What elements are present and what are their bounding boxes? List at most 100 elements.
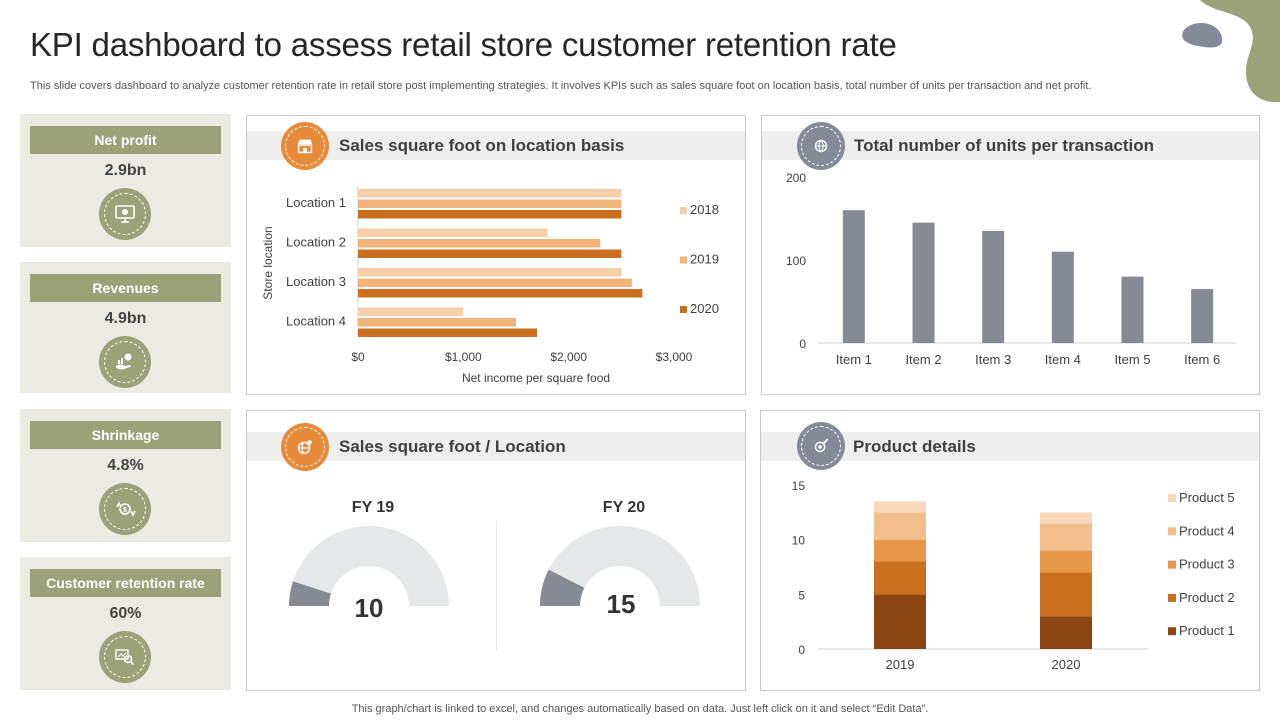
stack-segment-product-3	[1040, 550, 1092, 573]
page-subtitle: This slide covers dashboard to analyze c…	[30, 80, 1092, 92]
globe-location-icon	[281, 423, 329, 471]
y-axis-label: Store location	[261, 226, 275, 299]
kpi-value: 60%	[109, 605, 142, 622]
bar-2020	[358, 289, 643, 298]
stack-segment-product-4	[1040, 523, 1092, 551]
bar-2018	[358, 189, 622, 198]
monitor-money-icon	[99, 188, 151, 240]
x-tick-label: Item 6	[1184, 352, 1220, 367]
x-tick-label: $2,000	[550, 350, 587, 364]
x-tick-label: 2020	[1052, 657, 1081, 672]
gauge-title-fy20: FY 20	[602, 499, 646, 516]
legend-swatch-2018	[680, 207, 687, 214]
location-bar-chart: Location 1 Location 2 Location 3 Location 4…	[261, 186, 719, 385]
legend-label: Product 1	[1179, 623, 1235, 638]
x-axis-label: Net income per square food	[462, 371, 610, 385]
bar-2018	[358, 307, 464, 316]
legend-label: Product 2	[1179, 590, 1235, 605]
kpi-value: 4.9bn	[104, 310, 147, 327]
kpi-label: Net profit	[30, 126, 221, 154]
stack-segment-product-2	[1040, 572, 1092, 617]
y-tick-label: 0	[799, 337, 806, 351]
legend-label: Product 5	[1179, 490, 1235, 505]
gauge-charts	[289, 526, 700, 606]
x-tick-label: $1,000	[445, 350, 482, 364]
units-bar	[1191, 289, 1214, 343]
stack-segment-product-5	[1040, 512, 1092, 524]
y-tick-label: 0	[798, 643, 805, 657]
units-bar	[842, 210, 865, 343]
y-tick-label: 5	[798, 588, 805, 602]
legend-swatch-2019	[680, 256, 687, 264]
stack-segment-product-2	[874, 561, 926, 595]
bar-2019	[358, 278, 632, 287]
kpi-value: 4.8%	[107, 457, 144, 474]
y-tick-label: Location 3	[286, 274, 346, 289]
x-tick-label: Item 2	[905, 352, 941, 367]
bar-2019	[358, 239, 601, 248]
chart-title: Product details	[853, 437, 976, 456]
kpi-label: Revenues	[30, 274, 221, 302]
x-tick-label: $3,000	[656, 350, 693, 364]
y-tick-label: 100	[786, 254, 806, 268]
hand-coins-icon	[99, 336, 151, 388]
stack-segment-product-5	[874, 501, 926, 513]
legend-swatch	[1168, 627, 1176, 636]
units-bar-chart: 0 100 200 Item 1 Item 2 Item 3 Item 4 Item 5 Ite…	[786, 171, 1236, 367]
gauge-track	[289, 526, 449, 606]
legend-swatch	[1168, 593, 1176, 602]
x-tick-label: 2019	[886, 657, 915, 672]
panel-product-details: Product details 0 5 10 15 2019 2020 Product 5 P…	[760, 410, 1260, 691]
chart-title: Sales square foot / Location	[339, 437, 566, 456]
stack-segment-product-3	[874, 539, 926, 562]
chart-title: Sales square foot on location basis	[339, 136, 625, 155]
kpi-card-shrinkage: Shrinkage 4.8% $	[20, 409, 231, 542]
stack-segment-product-1	[874, 594, 926, 649]
y-tick-label: 200	[786, 171, 806, 185]
kpi-value: 2.9bn	[104, 162, 147, 179]
x-tick-label: Item 4	[1045, 352, 1081, 367]
y-tick-label: 10	[792, 534, 806, 548]
chart-title: Total number of units per transaction	[854, 136, 1155, 155]
legend-label: Product 4	[1179, 523, 1235, 538]
product-stacked-chart: 0 5 10 15 2019 2020 Product 5 Product 4 Product …	[792, 479, 1235, 672]
x-tick-label: $0	[351, 350, 365, 364]
x-tick-label: Item 5	[1114, 352, 1150, 367]
gauge-value-fy20: 15	[606, 589, 636, 619]
legend-swatch	[1168, 527, 1176, 536]
units-bar	[982, 230, 1005, 343]
y-tick-label: Location 2	[286, 235, 346, 250]
y-tick-label: Location 1	[286, 195, 346, 210]
units-bar	[1121, 276, 1144, 343]
bar-2020	[358, 210, 622, 219]
page-title: KPI dashboard to assess retail store cus…	[30, 26, 897, 63]
legend-swatch	[1168, 560, 1176, 569]
x-tick-label: Item 3	[975, 352, 1011, 367]
bar-2019	[358, 199, 622, 208]
bar-2018	[358, 268, 622, 277]
legend-label: 2020	[690, 301, 719, 316]
x-tick-label: Item 1	[836, 352, 872, 367]
panel-sales-location-gauges: Sales square foot / Location FY 19 FY 20…	[246, 410, 746, 691]
legend-label: Product 3	[1179, 557, 1235, 572]
product-search-icon	[797, 422, 845, 470]
kpi-label: Shrinkage	[30, 421, 221, 449]
bar-2019	[358, 318, 516, 327]
stack-segment-product-1	[1040, 616, 1092, 649]
legend-swatch-2020	[680, 306, 687, 313]
bar-2020	[358, 249, 622, 258]
gauge-fill	[540, 569, 585, 606]
footer-note: This graph/chart is linked to excel, and…	[351, 703, 929, 715]
magnifier-chart-icon	[99, 631, 151, 683]
y-tick-label: 15	[792, 479, 806, 493]
kpi-label: Customer retention rate	[30, 569, 221, 597]
globe-cart-icon	[797, 122, 845, 170]
legend-label: 2018	[690, 202, 719, 217]
y-tick-label: Location 4	[286, 314, 346, 329]
panel-units-per-transaction: Total number of units per transaction 0 1…	[761, 115, 1260, 395]
units-bar	[912, 222, 935, 343]
stack-segment-product-4	[874, 512, 926, 540]
store-icon	[281, 122, 329, 170]
corner-decoration	[1182, 0, 1280, 103]
kpi-card-customer-retention-rate: Customer retention rate 60%	[20, 557, 231, 690]
